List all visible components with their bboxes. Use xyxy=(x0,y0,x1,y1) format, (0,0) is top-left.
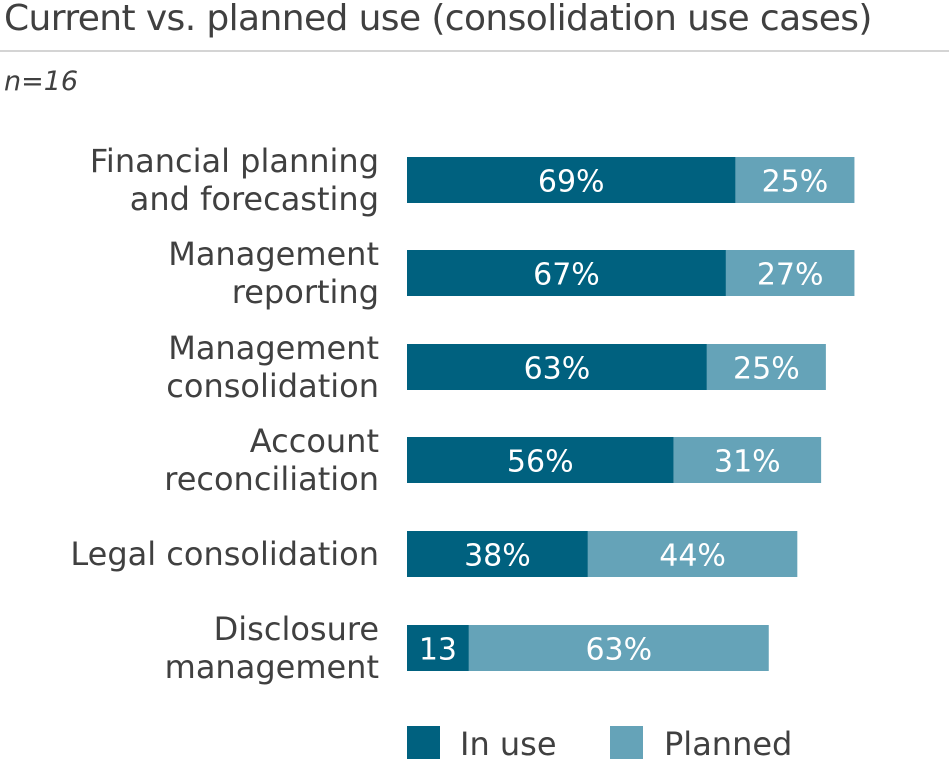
chart-subtitle: n=16 xyxy=(4,66,79,97)
legend-swatch xyxy=(407,726,440,759)
bar-in-use xyxy=(407,531,588,577)
data-label: 63% xyxy=(585,633,652,668)
bar-in-use xyxy=(407,157,736,203)
category-label: and forecasting xyxy=(130,180,379,218)
data-label: 44% xyxy=(659,539,726,574)
category-label: reconciliation xyxy=(164,460,379,498)
category-label: reporting xyxy=(232,273,379,311)
data-label: 63% xyxy=(524,352,591,387)
category-label: Financial planning xyxy=(90,142,379,180)
data-label: 31% xyxy=(714,445,781,480)
bar-in-use xyxy=(407,625,469,671)
chart-title: Current vs. planned use (consolidation u… xyxy=(4,0,872,39)
category-label: Legal consolidation xyxy=(70,535,379,573)
data-label: 13 xyxy=(419,633,457,668)
bar-planned xyxy=(725,250,855,296)
data-label: 67% xyxy=(533,258,600,293)
legend: In use Planned xyxy=(407,725,792,763)
category-label: management xyxy=(165,648,379,686)
category-label: Disclosure xyxy=(214,610,379,648)
bar-planned xyxy=(706,344,826,390)
title-divider xyxy=(0,50,949,52)
category-label: Management xyxy=(168,235,379,273)
bar-in-use xyxy=(407,250,726,296)
data-label: 38% xyxy=(464,539,531,574)
category-label: Management xyxy=(168,329,379,367)
bar-planned xyxy=(587,531,798,577)
legend-swatch xyxy=(610,726,643,759)
bar-planned xyxy=(673,437,822,483)
data-label: 25% xyxy=(733,352,800,387)
category-label: Account xyxy=(250,422,379,460)
data-label: 25% xyxy=(762,165,829,200)
bar-in-use xyxy=(407,344,707,390)
legend-label: In use xyxy=(460,725,557,763)
data-label: 56% xyxy=(507,445,574,480)
bar-in-use xyxy=(407,437,674,483)
bar-planned xyxy=(735,157,855,203)
legend-label: Planned xyxy=(664,725,792,763)
bar-planned xyxy=(468,625,769,671)
data-label: 27% xyxy=(757,258,824,293)
category-label: consolidation xyxy=(166,367,379,405)
data-label: 69% xyxy=(538,165,605,200)
